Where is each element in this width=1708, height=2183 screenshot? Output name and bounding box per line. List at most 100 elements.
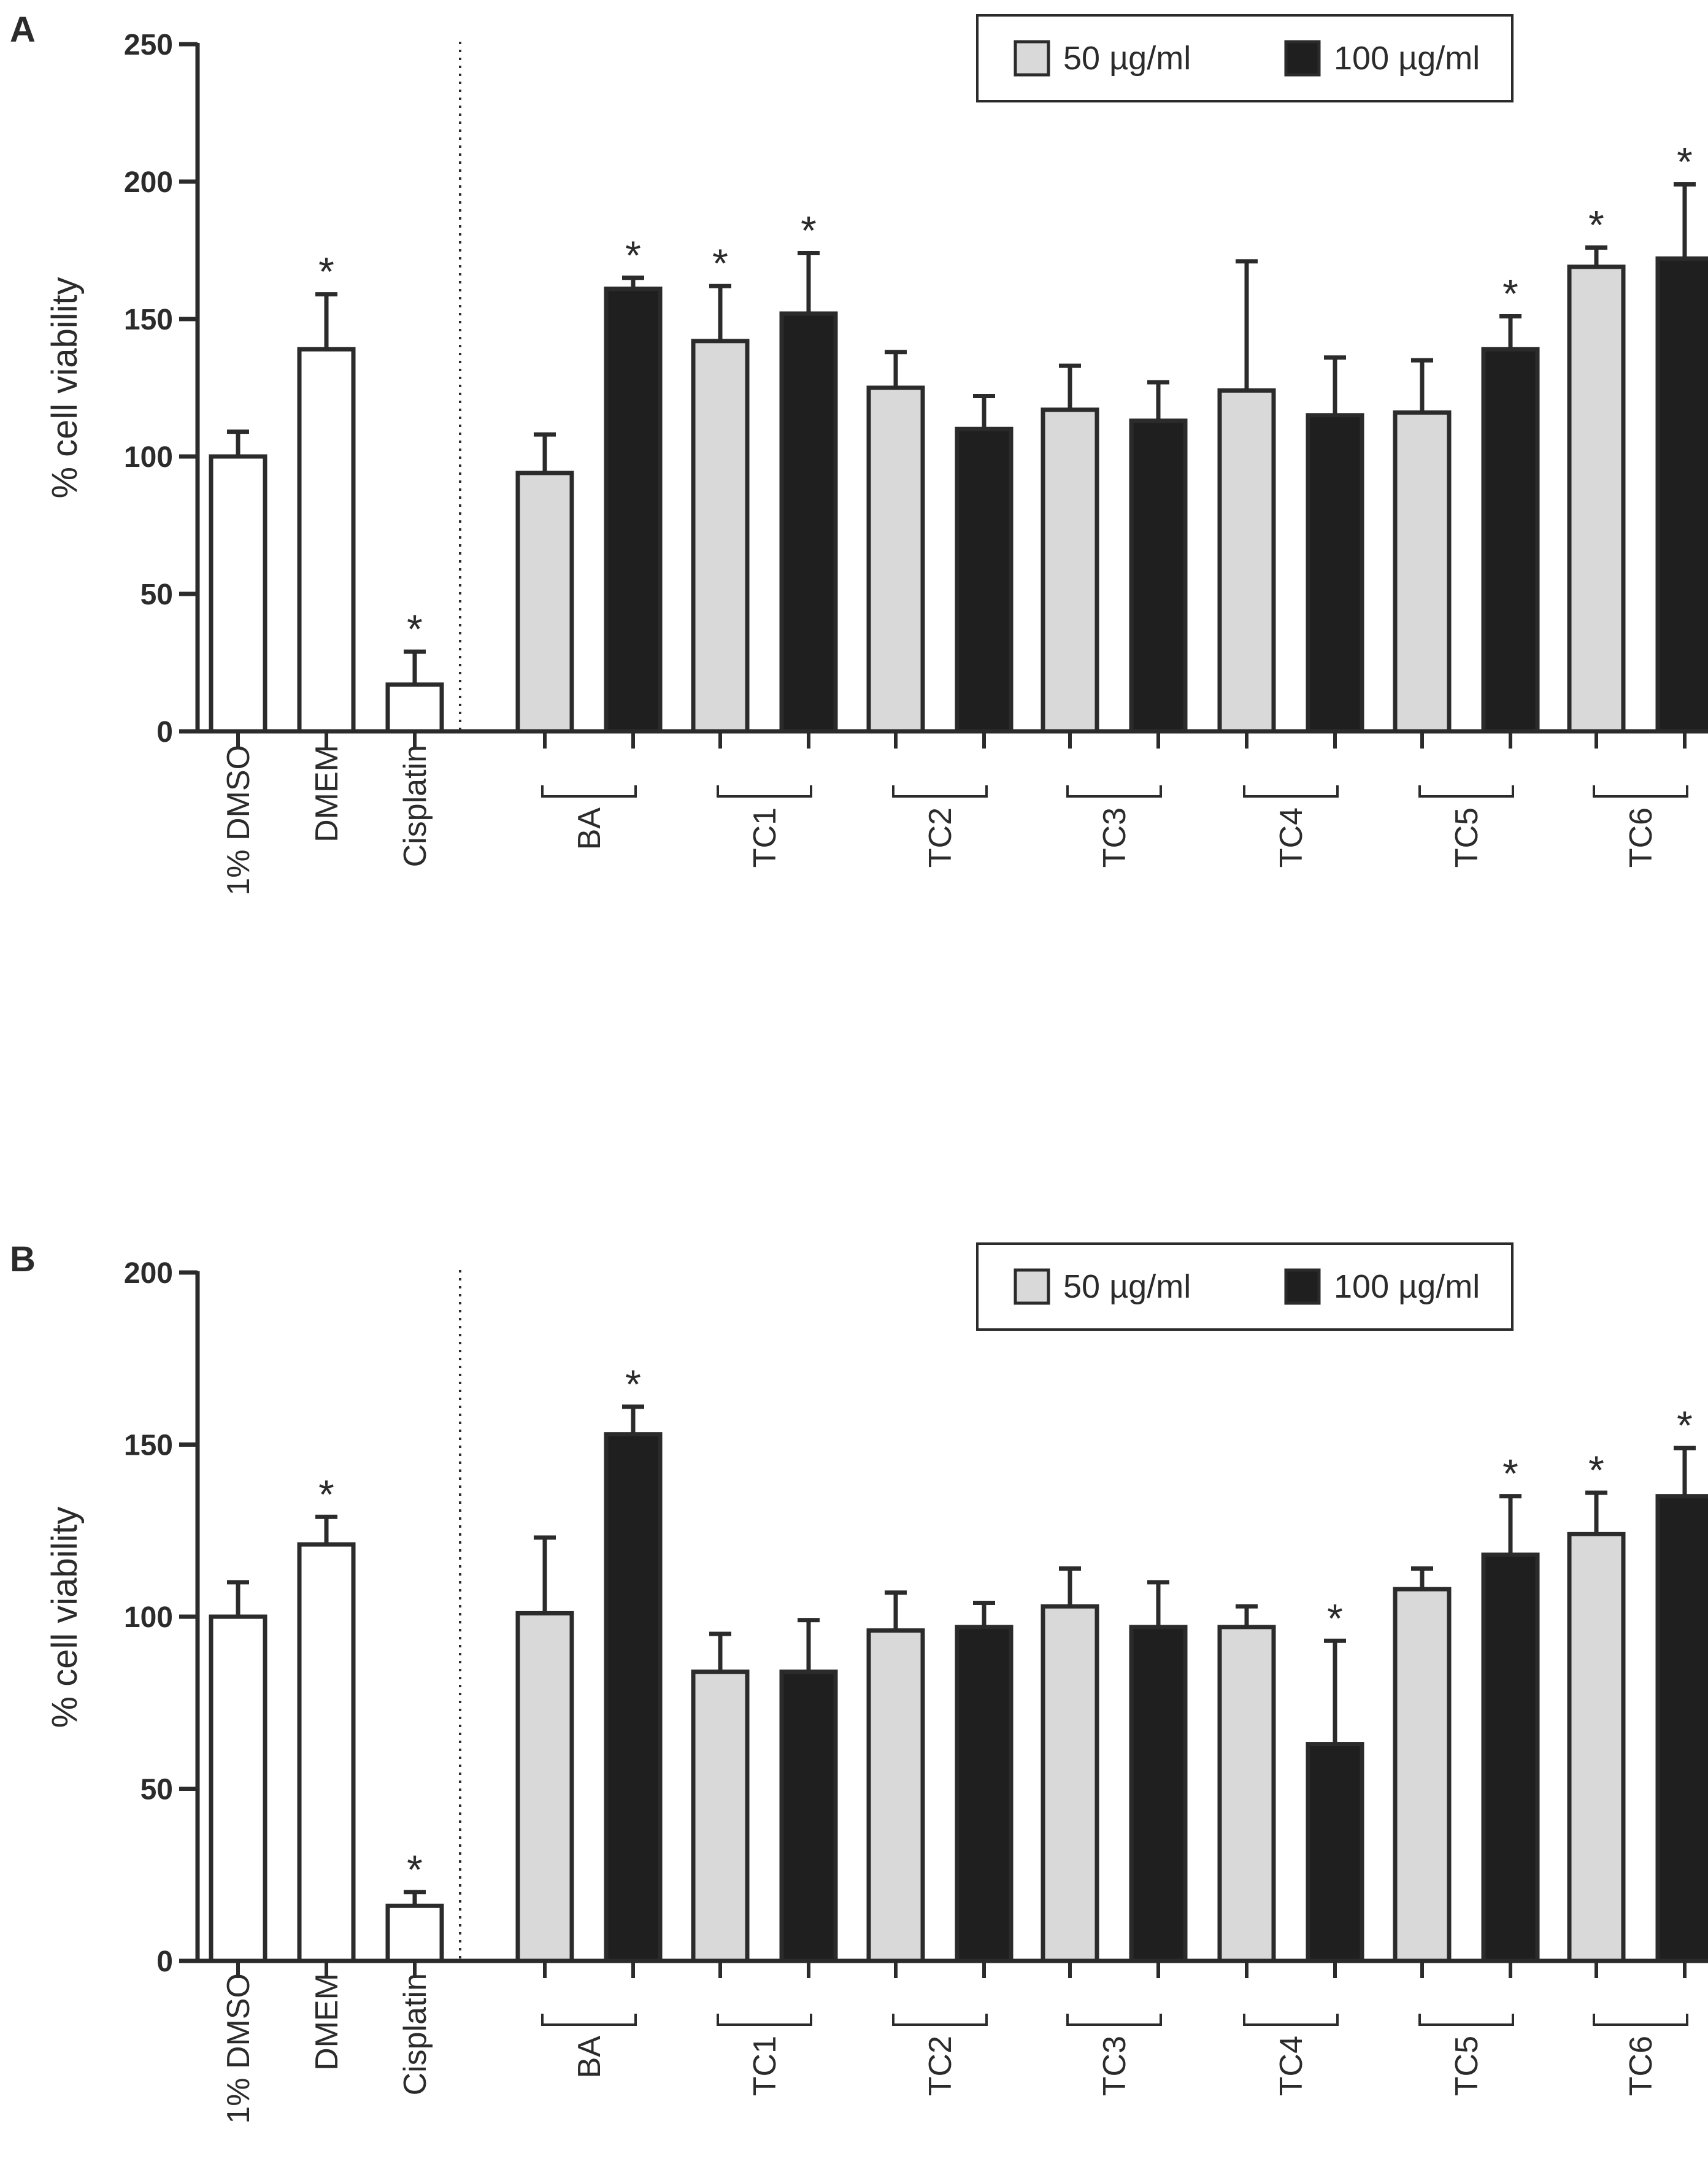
panel-label: A <box>10 10 36 50</box>
category-label: TC4 <box>1274 2036 1309 2096</box>
legend-box <box>976 14 1514 102</box>
y-tick-label: 150 <box>124 1430 173 1462</box>
category-bracket <box>1243 2014 1339 2026</box>
significance-asterisk: * <box>801 207 817 253</box>
category-bracket <box>892 785 988 798</box>
category-bracket <box>1243 785 1339 798</box>
significance-asterisk: * <box>1502 271 1518 317</box>
category-bracket <box>1593 2014 1688 2026</box>
category-label: BA <box>572 807 607 850</box>
y-tick-label: 50 <box>140 579 173 611</box>
category-label: TC6 <box>1623 2036 1659 2096</box>
legend-swatch-100 <box>1284 40 1321 77</box>
control-bar <box>385 1903 444 1963</box>
category-bracket <box>541 2014 637 2026</box>
significance-asterisk: * <box>1677 1403 1693 1448</box>
high-dose-bar <box>1655 1494 1708 1963</box>
high-dose-bar <box>1129 1625 1188 1963</box>
control-bar <box>385 682 444 734</box>
category-label: TC1 <box>747 2036 783 2096</box>
low-dose-bar <box>691 339 750 734</box>
control-label: 1% DMSO <box>221 745 256 896</box>
category-label: BA <box>572 2036 607 2079</box>
legend-label-100: 100 µg/ml <box>1334 1268 1480 1305</box>
control-bar <box>297 1542 356 1963</box>
significance-asterisk: * <box>625 233 641 278</box>
category-bracket <box>1418 785 1514 798</box>
legend-swatch-50 <box>1014 1268 1050 1305</box>
high-dose-bar <box>1655 256 1708 734</box>
high-dose-bar <box>604 1432 663 1963</box>
significance-asterisk: * <box>1588 202 1604 248</box>
legend-label-50: 50 µg/ml <box>1063 40 1191 77</box>
y-tick-label: 100 <box>124 441 173 474</box>
legend-label-50: 50 µg/ml <box>1063 1268 1191 1305</box>
category-label: TC2 <box>923 807 958 868</box>
low-dose-bar <box>1217 1625 1276 1963</box>
category-label: TC3 <box>1097 807 1133 868</box>
y-tick-label: 50 <box>140 1774 173 1806</box>
low-dose-bar <box>1567 1531 1626 1963</box>
legend: 50 µg/ml 100 µg/ml <box>976 14 1514 102</box>
category-bracket <box>1593 785 1688 798</box>
legend-box <box>976 1242 1514 1331</box>
y-axis-label: % cell viability <box>45 277 85 499</box>
significance-asterisk: * <box>1502 1451 1518 1496</box>
panel-b: B 0 50 100 150 200 % cell viability 1% DMSO * DME… <box>10 1239 1708 2124</box>
high-dose-bar <box>1481 1552 1540 1963</box>
control-label: 1% DMSO <box>221 1973 256 2124</box>
category-label: TC6 <box>1623 807 1659 868</box>
significance-asterisk: * <box>1677 139 1693 184</box>
significance-asterisk: * <box>625 1361 641 1407</box>
legend-swatch-100 <box>1284 1268 1321 1305</box>
control-bar <box>209 454 267 734</box>
low-dose-bar <box>691 1669 750 1963</box>
low-dose-bar <box>866 1628 925 1963</box>
control-label: DMEM <box>309 1973 345 2071</box>
y-tick-label: 150 <box>124 304 173 336</box>
category-bracket <box>717 785 812 798</box>
category-label: TC2 <box>923 2036 958 2096</box>
category-bracket <box>892 2014 988 2026</box>
y-tick-label: 200 <box>124 166 173 199</box>
category-label: TC5 <box>1449 807 1485 868</box>
control-bar <box>209 1614 267 1963</box>
significance-asterisk: * <box>712 241 728 286</box>
y-tick-label: 0 <box>156 1946 173 1978</box>
y-tick-label: 100 <box>124 1601 173 1634</box>
legend: 50 µg/ml 100 µg/ml <box>976 1242 1514 1331</box>
low-dose-bar <box>515 1611 574 1963</box>
y-tick-label: 200 <box>124 1257 173 1290</box>
control-bar <box>297 347 356 734</box>
control-label: Cisplatin <box>398 745 433 867</box>
panel-a: A 0 50 100 150 200 250 % cell viability 1% DMSO *… <box>10 10 1708 896</box>
low-dose-bar <box>1041 407 1099 734</box>
low-dose-bar <box>1567 264 1626 734</box>
significance-asterisk: * <box>407 606 423 652</box>
category-bracket <box>1066 2014 1162 2026</box>
y-axis-label: % cell viability <box>45 1507 85 1728</box>
significance-asterisk: * <box>407 1847 423 1892</box>
category-bracket <box>1418 2014 1514 2026</box>
significance-asterisk: * <box>1588 1447 1604 1493</box>
category-label: TC1 <box>747 807 783 868</box>
category-bracket <box>717 2014 812 2026</box>
y-tick-label: 250 <box>124 29 173 61</box>
high-dose-bar <box>1306 413 1364 734</box>
control-label: Cisplatin <box>398 1973 433 2095</box>
high-dose-bar <box>955 426 1014 734</box>
panel-label: B <box>10 1239 36 1279</box>
high-dose-bar <box>604 287 663 734</box>
high-dose-bar <box>779 311 838 734</box>
significance-asterisk: * <box>1327 1595 1343 1641</box>
control-label: DMEM <box>309 745 345 842</box>
low-dose-bar <box>1041 1604 1099 1963</box>
y-tick-label: 0 <box>156 716 173 749</box>
low-dose-bar <box>1393 1587 1452 1963</box>
legend-swatch-50 <box>1014 40 1050 77</box>
significance-asterisk: * <box>318 249 334 295</box>
legend-label-100: 100 µg/ml <box>1334 40 1480 77</box>
category-label: TC5 <box>1449 2036 1485 2096</box>
high-dose-bar <box>779 1669 838 1963</box>
